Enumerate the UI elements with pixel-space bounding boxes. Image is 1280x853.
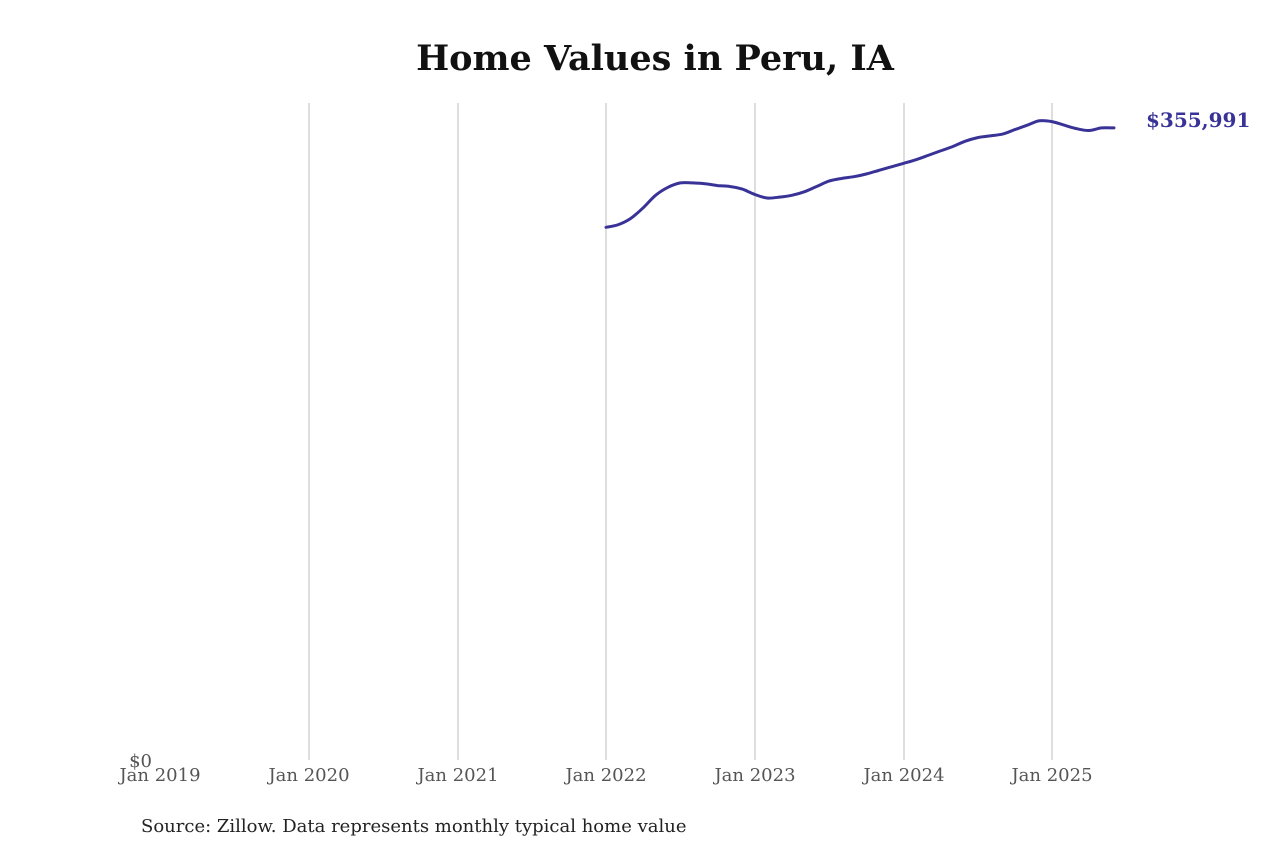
x-tick-label: Jan 2021 [415, 765, 498, 786]
end-value-label: $355,991 [1146, 108, 1250, 132]
chart-title: Home Values in Peru, IA [416, 38, 894, 79]
source-note: Source: Zillow. Data represents monthly … [141, 816, 687, 837]
x-tick-label: Jan 2019 [117, 765, 200, 786]
series-line [604, 119, 1116, 229]
gridlines [308, 103, 1053, 760]
x-tick-label: Jan 2022 [563, 765, 646, 786]
x-axis-ticks: Jan 2019 Jan 2020 Jan 2021 Jan 2022 Jan 2023… [117, 765, 1092, 786]
y-tick-label: $0 [129, 751, 152, 772]
x-tick-label: Jan 2020 [266, 765, 349, 786]
y-axis-ticks: $0 [129, 751, 152, 772]
series-layer: $355,991 [604, 108, 1250, 229]
x-tick-label: Jan 2023 [712, 765, 795, 786]
x-tick-label: Jan 2024 [861, 765, 944, 786]
x-tick-label: Jan 2025 [1009, 765, 1092, 786]
